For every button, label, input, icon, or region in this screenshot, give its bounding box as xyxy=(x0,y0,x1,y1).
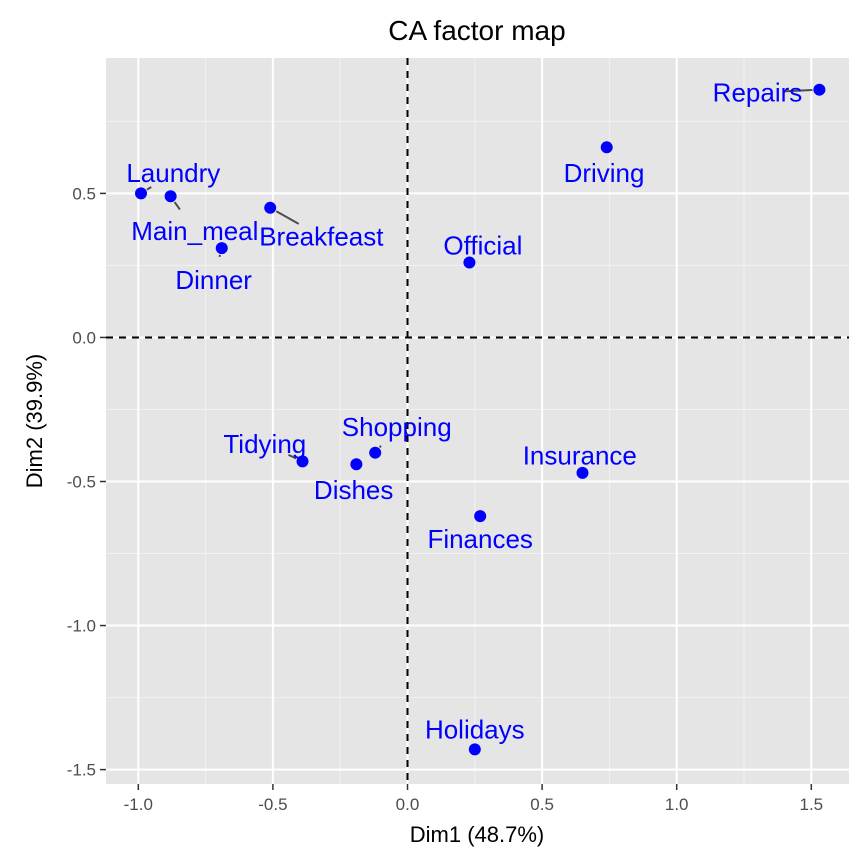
x-axis-title: Dim1 (48.7%) xyxy=(410,822,544,847)
data-point xyxy=(474,510,487,523)
label-connector xyxy=(173,201,181,211)
point-label: Breakfeast xyxy=(259,222,384,252)
y-axis-title: Dim2 (39.9%) xyxy=(22,354,47,488)
point-label: Tidying xyxy=(223,429,306,459)
label-connector xyxy=(146,186,152,191)
point-label: Laundry xyxy=(126,158,220,188)
data-points xyxy=(134,83,826,756)
point-label: Driving xyxy=(564,158,645,188)
data-point xyxy=(369,446,382,459)
data-point xyxy=(813,83,826,96)
data-point xyxy=(350,458,363,471)
y-tick-label: -0.5 xyxy=(67,473,96,492)
point-label: Main_meal xyxy=(131,216,258,246)
data-point xyxy=(134,187,147,200)
x-tick-label: 1.5 xyxy=(799,795,823,814)
y-tick-label: 0.0 xyxy=(72,328,96,347)
point-label: Holidays xyxy=(425,714,525,744)
data-point xyxy=(215,242,228,255)
y-tick-label: 0.5 xyxy=(72,184,96,203)
plot-panel xyxy=(106,58,849,784)
point-label: Repairs xyxy=(713,78,803,108)
label-connector-segments xyxy=(146,89,813,460)
y-tick-label: -1.0 xyxy=(67,617,96,636)
label-connector xyxy=(288,453,297,460)
major-gridlines xyxy=(106,58,849,784)
x-tick-label: 1.0 xyxy=(665,795,689,814)
label-connector xyxy=(783,89,813,93)
data-point xyxy=(576,466,589,479)
minor-gridlines xyxy=(106,58,849,784)
point-label: Dishes xyxy=(314,475,393,505)
data-point xyxy=(264,201,277,214)
label-connector xyxy=(378,445,382,448)
point-label: Official xyxy=(443,230,522,260)
label-connector xyxy=(275,210,300,225)
reference-lines xyxy=(106,58,849,784)
x-tick-label: 0.5 xyxy=(530,795,554,814)
y-axis: -1.5 -1.0 -0.5 0.0 0.5 xyxy=(67,184,106,780)
x-tick-label: -0.5 xyxy=(258,795,287,814)
x-tick-label: 0.0 xyxy=(396,795,420,814)
point-label: Shopping xyxy=(342,412,452,442)
y-tick-label: -1.5 xyxy=(67,761,96,780)
point-label: Finances xyxy=(427,524,533,554)
data-point xyxy=(164,190,177,203)
point-label: Insurance xyxy=(523,441,637,471)
x-tick-label: -1.0 xyxy=(124,795,153,814)
data-point xyxy=(463,256,476,269)
x-axis: -1.0 -0.5 0.0 0.5 1.0 1.5 xyxy=(124,784,823,814)
point-label: Dinner xyxy=(175,265,252,295)
data-point xyxy=(600,141,613,154)
data-point xyxy=(296,455,309,468)
chart-title: CA factor map xyxy=(388,15,565,46)
data-point xyxy=(468,743,481,756)
